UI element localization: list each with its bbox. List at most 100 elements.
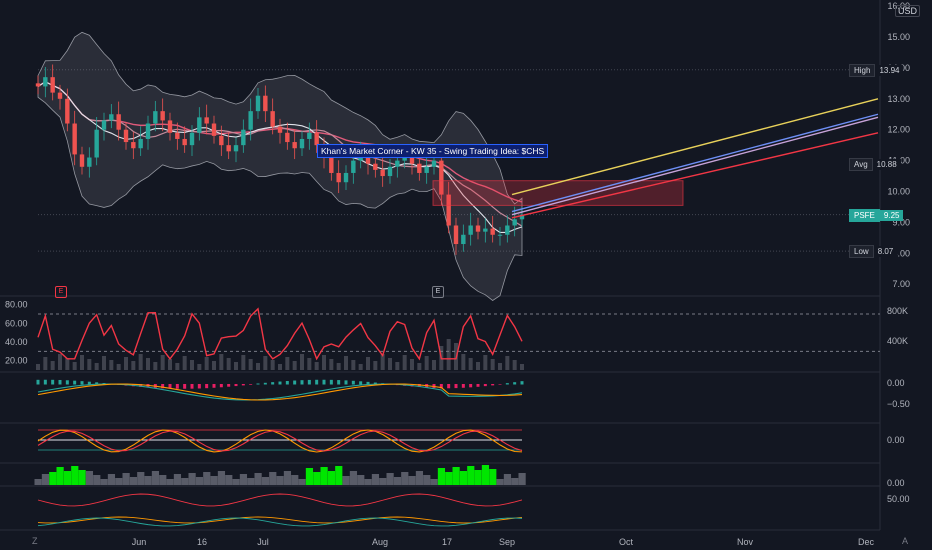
squeeze-bar — [503, 474, 512, 485]
candle-body — [57, 92, 63, 99]
volume-bar — [226, 358, 231, 370]
auto-scale-toggle[interactable]: A — [902, 536, 909, 546]
candle-body — [329, 157, 334, 173]
macd-histogram-bar — [278, 381, 282, 385]
squeeze-bar — [129, 477, 138, 485]
macd-histogram-bar — [520, 381, 524, 385]
y-tick-label: 12.00 — [887, 125, 910, 135]
candle-body — [123, 129, 129, 143]
candle-body — [424, 166, 429, 173]
earnings-marker-icon[interactable]: E — [432, 286, 444, 298]
squeeze-bar — [364, 479, 372, 485]
squeeze-bar — [100, 479, 108, 485]
candle-body — [490, 228, 495, 235]
candle-body — [314, 132, 319, 146]
macd-histogram-bar — [285, 380, 289, 385]
low-price-label: Low 8.07 — [849, 245, 898, 259]
squeeze-bar — [49, 472, 57, 485]
volume-bar — [395, 362, 400, 370]
avg-label-key: Avg — [849, 158, 873, 172]
macd-histogram-bar — [513, 382, 517, 385]
volume-bar — [314, 362, 319, 370]
volume-bar — [182, 356, 187, 370]
macd-histogram-bar — [73, 380, 77, 385]
volume-bar — [168, 359, 172, 370]
macd-histogram-bar — [205, 384, 209, 389]
volume-bar — [292, 361, 297, 370]
candle-body — [101, 120, 107, 130]
macd-histogram-bar — [498, 384, 502, 385]
squeeze-bar — [357, 475, 365, 485]
squeeze-bar — [254, 473, 262, 485]
x-tick-label: Jun — [132, 537, 147, 547]
candle-body — [211, 123, 217, 136]
macd-histogram-bar — [219, 384, 223, 388]
squeeze-bar — [115, 478, 123, 485]
squeeze-bar — [496, 479, 504, 485]
volume-bar — [94, 363, 99, 370]
macd-histogram-bar — [256, 383, 260, 385]
last-price-value: 9.25 — [879, 209, 904, 221]
projection-line-blue — [511, 113, 879, 213]
candle-body — [409, 157, 415, 164]
macd-histogram-bar — [491, 384, 495, 386]
volume-bar — [256, 363, 260, 370]
volume-bar — [417, 363, 422, 370]
macd-histogram-bar — [139, 384, 143, 387]
squeeze-bar — [379, 478, 387, 485]
candle-body — [336, 172, 341, 183]
macd-histogram-bar — [439, 384, 443, 389]
candle-body — [94, 129, 99, 158]
candle-body — [387, 166, 393, 177]
dmi-minus-line — [37, 493, 523, 507]
squeeze-bar — [489, 469, 497, 485]
volume-bar — [446, 339, 451, 370]
squeeze-bar — [320, 467, 328, 485]
volume-bar — [366, 357, 370, 370]
squeeze-bar — [71, 466, 79, 485]
candle-body — [182, 138, 187, 146]
candle-body — [43, 77, 48, 87]
squeeze-bar — [481, 465, 490, 485]
squeeze-bar — [34, 479, 42, 485]
squeeze-bar — [327, 471, 336, 485]
candle-body — [461, 234, 466, 245]
rsi-line — [37, 307, 523, 361]
squeeze-bar — [386, 473, 394, 485]
volume-bar — [197, 364, 202, 370]
candle-body — [468, 225, 473, 235]
volume-bar — [109, 360, 114, 370]
volume-bar — [87, 359, 92, 370]
y-tick-label: 15.00 — [887, 32, 910, 42]
squeeze-bar — [291, 475, 299, 485]
candle-body — [65, 98, 70, 124]
earnings-marker-icon[interactable]: E — [55, 286, 67, 298]
volume-bar — [512, 360, 517, 370]
volume-bar — [270, 360, 275, 370]
candle-body — [109, 114, 114, 121]
candle-body — [402, 157, 407, 161]
volume-bar — [307, 358, 312, 370]
macd-tick-label: 0.00 — [887, 378, 905, 388]
macd-signal-line — [37, 383, 523, 401]
volume-bar — [80, 355, 84, 370]
volume-bar — [351, 360, 356, 370]
candle-body — [519, 214, 525, 220]
candle-body — [373, 163, 378, 170]
currency-badge[interactable]: USD — [895, 5, 921, 17]
squeeze-bar — [159, 475, 167, 485]
last-price-label: PSFE 9.25 — [849, 208, 904, 222]
rsi-tick-label: 60.00 — [5, 318, 28, 328]
squeeze-bar — [313, 472, 321, 485]
macd-histogram-bar — [51, 379, 55, 385]
timezone-corner[interactable]: Z — [32, 536, 38, 546]
squeeze-bar — [63, 471, 72, 485]
volume-bar — [329, 359, 334, 370]
x-tick-label: Aug — [372, 537, 388, 547]
candle-body — [365, 154, 371, 164]
squeeze-bar — [437, 468, 446, 485]
volume-bar — [388, 358, 392, 370]
candle-body — [497, 234, 503, 236]
squeeze-bar — [342, 476, 350, 485]
